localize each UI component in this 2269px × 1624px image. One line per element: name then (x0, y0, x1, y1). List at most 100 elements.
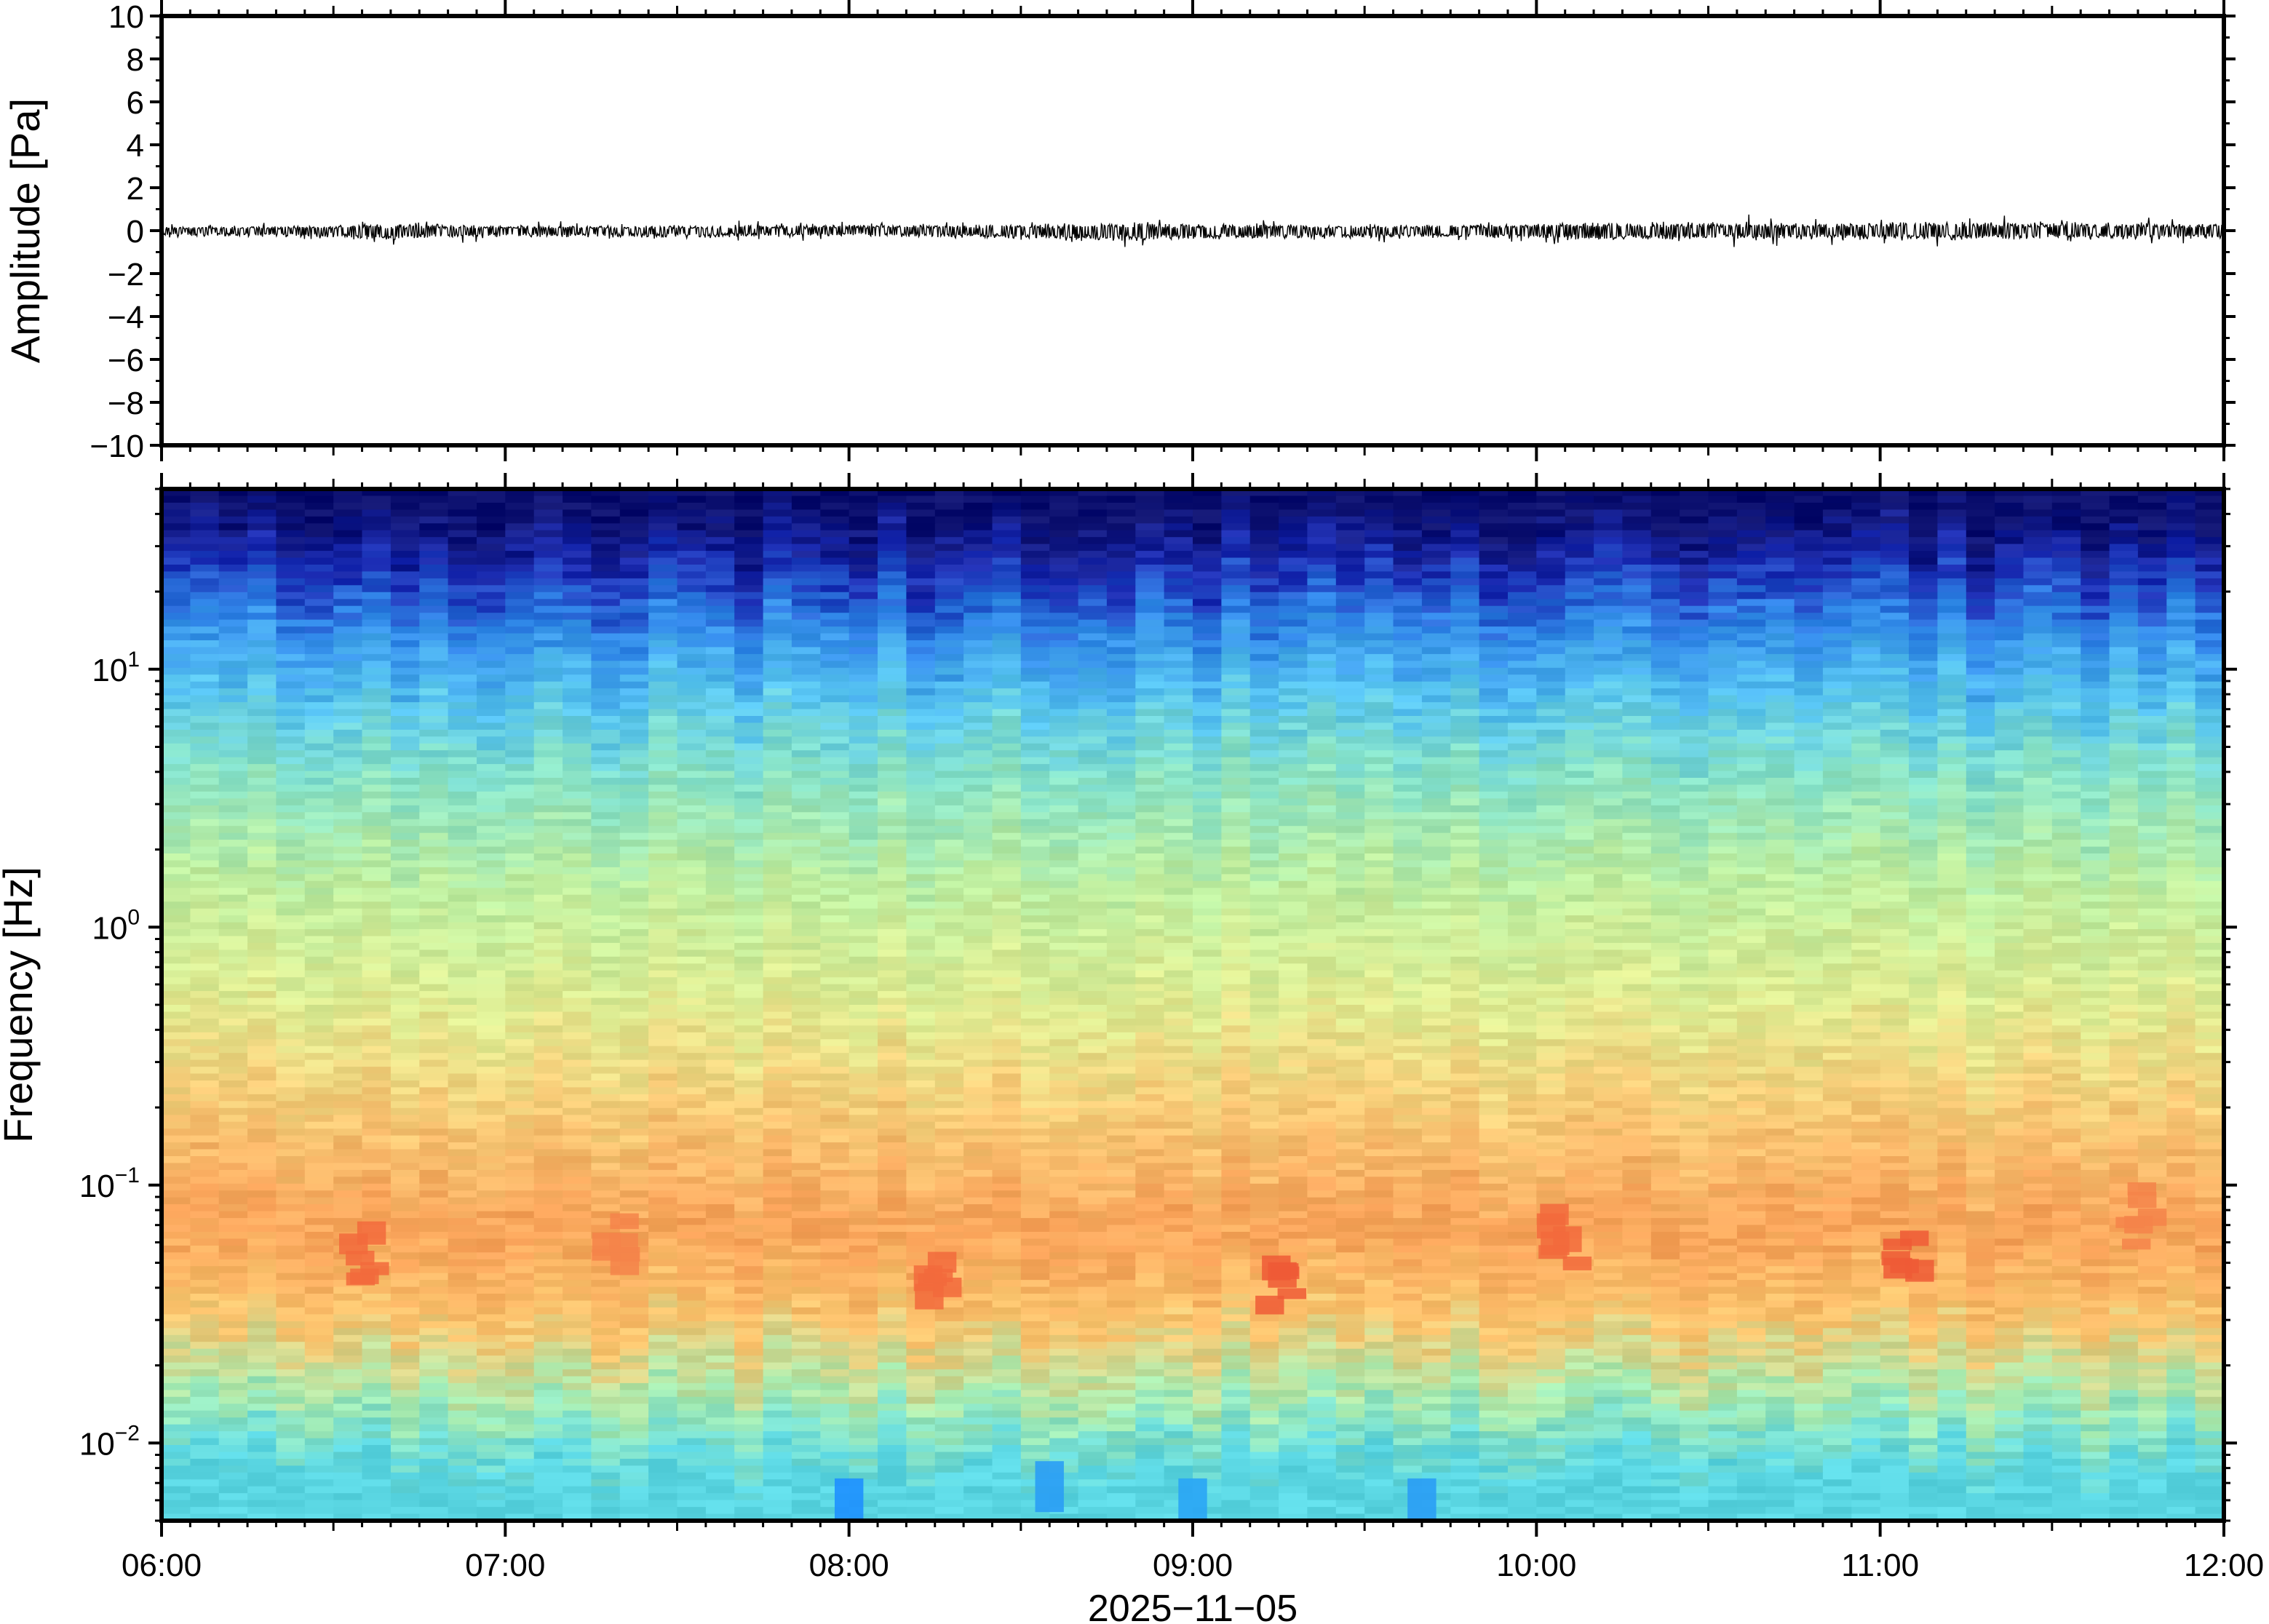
spectrogram-cell (734, 626, 764, 634)
spectrogram-cell (648, 619, 678, 627)
spectrogram-cell (2166, 544, 2196, 552)
spectrogram-cell (2081, 674, 2110, 682)
spectrogram-cell (1909, 784, 1939, 792)
spectrogram-cell (505, 826, 535, 834)
spectrogram-cell (648, 688, 678, 696)
spectrogram-cell (1335, 798, 1365, 806)
spectrogram-cell (1851, 778, 1881, 786)
spectrogram-cell (477, 509, 506, 517)
spectrogram-cell (1335, 736, 1365, 744)
spectrogram-cell (1594, 936, 1624, 944)
spectrogram-cell (1164, 557, 1193, 565)
spectrogram-cell (705, 613, 736, 621)
spectrogram-cell (1078, 880, 1108, 889)
spectrogram-cell (162, 764, 191, 772)
spectrogram-cell (1421, 922, 1452, 930)
spectrogram-cell (2137, 757, 2168, 765)
spectrogram-cell (763, 565, 792, 573)
spectrogram-cell (934, 537, 964, 545)
spectrogram-cell (1393, 894, 1423, 902)
spectrogram-cell (1966, 743, 1995, 752)
spectrogram-cell (906, 516, 936, 525)
spectrogram-cell (878, 709, 907, 717)
spectrogram-cell (906, 578, 936, 586)
spectrogram-cell (2166, 647, 2196, 655)
spectrogram-cell (2166, 695, 2196, 703)
spectrogram-cell (1680, 784, 1709, 792)
spectrogram-cell (2081, 929, 2110, 937)
spectrogram-cell (619, 764, 649, 772)
spectrogram-cell (878, 544, 907, 552)
spectrogram-cell (878, 929, 907, 937)
spectrogram-cell (1450, 819, 1480, 827)
spectrogram-cell (1508, 929, 1538, 937)
spectrogram-cell (1594, 647, 1624, 655)
spectrogram-cell (619, 771, 649, 779)
spectrogram-cell (1680, 832, 1709, 840)
spectrogram-cell (1020, 585, 1050, 593)
spectrogram-cell (791, 592, 822, 600)
spectrogram-cell (1249, 908, 1279, 916)
spectrogram-cell (705, 688, 736, 696)
spectrogram-cell (705, 592, 736, 600)
spectrogram-cell (2023, 743, 2053, 752)
spectrogram-cell (705, 888, 736, 896)
spectrogram-cell (820, 674, 850, 682)
spectrogram-cell (1078, 530, 1108, 538)
spectrogram-cell (1594, 544, 1624, 552)
spectrogram-cell (218, 778, 248, 786)
spectrogram-cell (2195, 888, 2224, 896)
spectrogram-cell (1364, 702, 1394, 710)
spectrogram-cell (1279, 880, 1308, 889)
spectrogram-cell (1279, 537, 1308, 545)
spectrogram-cell (1937, 557, 1967, 565)
spectrogram-cell (1909, 557, 1939, 565)
spectrogram-cell (1594, 653, 1624, 662)
spectrogram-cell (1536, 908, 1566, 916)
spectrogram-cell (1565, 764, 1594, 772)
spectrogram-cell (477, 578, 506, 586)
spectrogram-cell (390, 784, 421, 792)
spectrogram-cell (448, 647, 477, 655)
spectrogram-cell (533, 557, 563, 565)
spectrogram-cell (1249, 894, 1279, 902)
spectrogram-cell (1822, 750, 1853, 758)
spectrogram-cell (1794, 922, 1824, 930)
spectrogram-cell (906, 771, 936, 779)
spectrogram-cell (1049, 702, 1079, 710)
spectrogram-cell (705, 489, 736, 497)
spectrogram-cell (1995, 853, 2024, 861)
spectrogram-cell (1622, 489, 1652, 497)
spectrogram-cell (934, 619, 964, 627)
spectrogram-cell (1765, 544, 1795, 552)
spectrogram-cell (2195, 674, 2224, 682)
spectrogram-cell (533, 729, 563, 738)
spectrogram-cell (1909, 626, 1939, 634)
spectrogram-cell (2051, 523, 2081, 531)
spectrogram-cell (1020, 771, 1050, 779)
spectrogram-cell (563, 736, 592, 744)
spectrogram-cell (934, 530, 964, 538)
spectrogram-cell (763, 819, 792, 827)
spectrogram-cell (304, 702, 334, 710)
spectrogram-cell (1995, 764, 2024, 772)
spectrogram-cell (992, 537, 1022, 545)
spectrogram-cell (1880, 709, 1910, 717)
spectrogram-cell (1193, 812, 1223, 820)
spectrogram-cell (1736, 867, 1767, 875)
spectrogram-cell (763, 592, 792, 600)
spectrogram-cell (304, 495, 334, 503)
spectrogram-cell (677, 578, 707, 586)
spectrogram-cell (1106, 495, 1137, 503)
spectrogram-cell (1708, 557, 1738, 565)
spectrogram-cell (1479, 874, 1509, 882)
spectrogram-cell (1966, 840, 1995, 848)
spectrogram-cell (591, 516, 621, 525)
spectrogram-cell (906, 537, 936, 545)
spectrogram-cell (591, 571, 621, 579)
spectrogram-cell (934, 613, 964, 621)
spectrogram-cell (849, 709, 878, 717)
spectrogram-cell (2195, 489, 2224, 497)
spectrogram-cell (505, 888, 535, 896)
spectrogram-cell (190, 832, 220, 840)
